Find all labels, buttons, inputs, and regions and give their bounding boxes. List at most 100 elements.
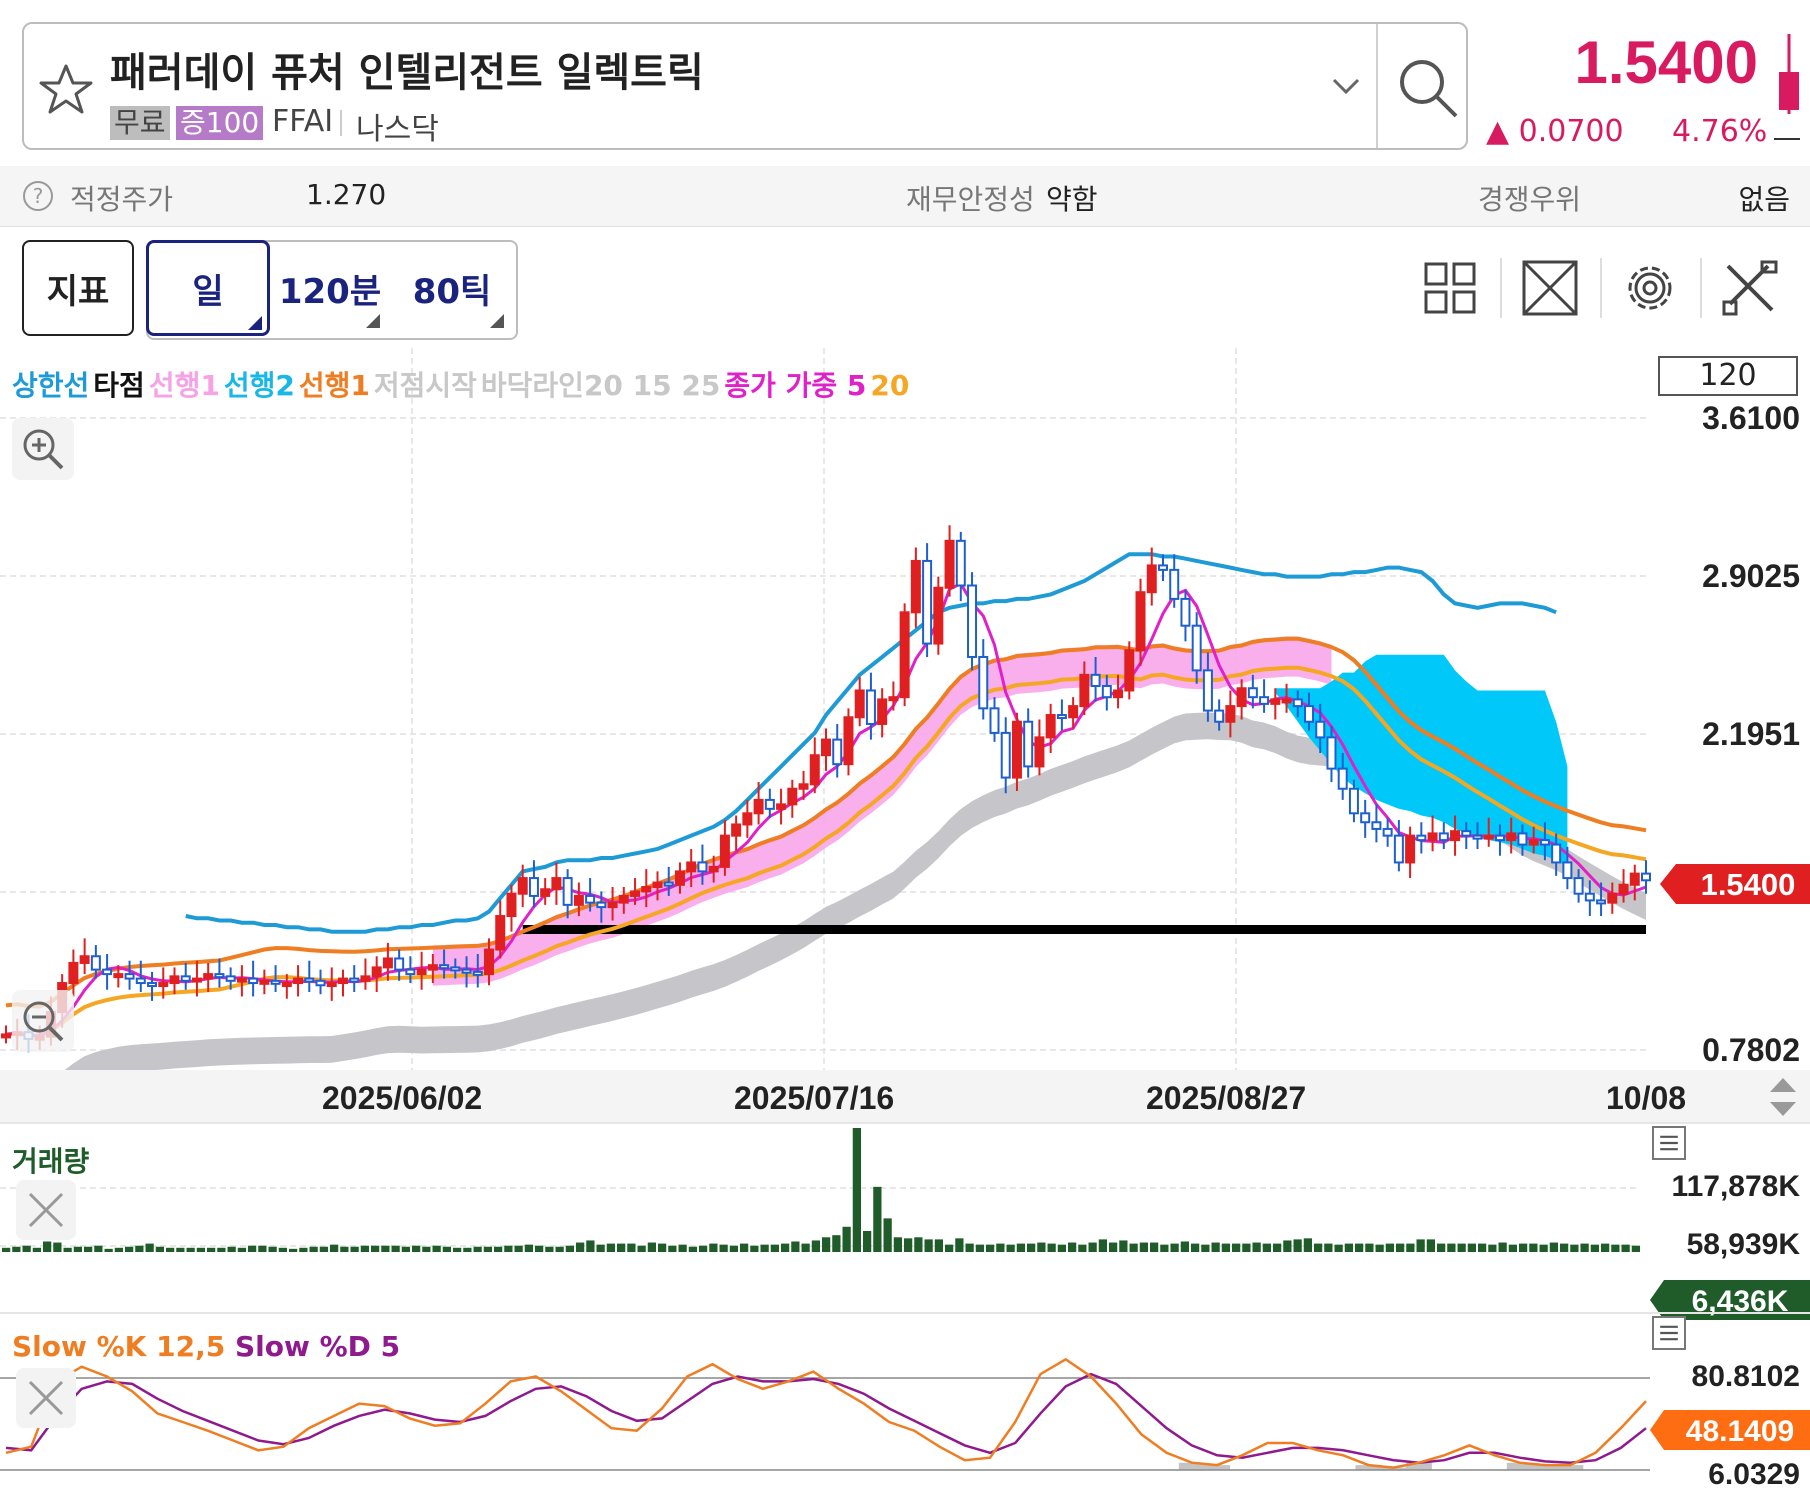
volume-bar [53,1242,62,1252]
volume-bar [975,1244,984,1252]
volume-bar [350,1246,359,1252]
chevron-down-icon[interactable] [1328,70,1364,100]
volume-bar [237,1247,246,1252]
volume-bar [709,1243,718,1252]
candle-body [865,689,876,725]
volume-bar [114,1247,123,1252]
volume-bar [1498,1242,1507,1252]
free-badge: 무료 [110,106,170,140]
volume-title: 거래량 [12,1145,90,1178]
volume-bar [422,1246,431,1252]
ma20-line [5,665,1647,1038]
y-axis-label: 3.6100 [1702,400,1800,436]
price-chart[interactable] [0,348,1810,1070]
corner-mark [248,316,262,330]
candle-body [371,966,382,978]
tools-icon[interactable] [1718,256,1782,320]
candle-body [708,865,719,873]
fair-price-value: 1.270 [306,178,387,211]
volume-bar [135,1245,144,1252]
candle-body [1371,821,1382,830]
period-120min-button[interactable]: 120분 [278,271,382,312]
volume-bar [1303,1238,1312,1252]
volume-bar [524,1244,533,1252]
volume-bar [1293,1239,1302,1252]
candle-body [1461,830,1472,837]
candle-body [1045,714,1056,739]
candle-body [1000,731,1011,779]
grid-icon[interactable] [1418,256,1482,320]
volume-bar [248,1245,257,1252]
zoom-out-icon[interactable] [12,990,74,1052]
volume-bar [852,1128,861,1252]
candle-body [989,707,1000,734]
divider [1774,138,1800,140]
divider [340,110,342,136]
close-icon[interactable] [16,1368,76,1428]
volume-bar [84,1246,93,1252]
candle-body [899,611,910,699]
divider [1376,24,1378,148]
divider [1500,258,1502,318]
volume-bar [289,1248,298,1252]
volume-bar [627,1243,636,1252]
volume-bar [371,1245,380,1252]
scroll-arrows-icon[interactable] [1766,1076,1800,1118]
volume-bar [873,1186,882,1252]
slow-d-line [5,1372,1647,1464]
volume-bar [514,1245,523,1252]
gear-icon[interactable] [1618,256,1682,320]
volume-bar [668,1245,677,1252]
x-axis-label: 10/08 [1606,1080,1687,1116]
volume-bar [1211,1242,1220,1252]
candle-body [832,738,843,766]
volume-bar [1508,1244,1517,1252]
volume-bar [832,1235,841,1252]
volume-bar [1529,1243,1538,1252]
x-axis-label: 2025/06/02 [322,1080,483,1116]
candle-body [1,1033,11,1039]
expand-icon[interactable] [1518,256,1582,320]
volume-bar [565,1245,574,1252]
candle-body [843,716,854,766]
stochastic-current-text: 48.1409 [1686,1415,1794,1448]
star-icon[interactable] [38,62,94,118]
close-icon[interactable] [16,1180,76,1240]
volume-bar [1150,1242,1159,1252]
price-change: ▲ 0.0700 [1486,114,1624,149]
help-icon[interactable]: ? [22,180,54,212]
volume-bar [1437,1243,1446,1252]
candle-body [461,968,472,974]
candle-body [113,973,124,979]
candle-body [1517,832,1528,846]
volume-bar [637,1245,646,1252]
svg-text:?: ? [33,184,44,208]
current-price: 1.5400 [1574,29,1758,96]
indicator-button[interactable]: 지표 [22,240,134,336]
volume-bar [1262,1243,1271,1252]
menu-icon[interactable] [1652,1316,1686,1350]
candle-body [742,812,753,826]
menu-icon[interactable] [1652,1126,1686,1160]
stochastic-current-tag: 48.1409 [1650,1410,1810,1450]
period-80tick-button[interactable]: 80틱 [412,271,492,312]
candle-body [1641,872,1651,882]
search-icon[interactable] [1392,52,1464,124]
candle-body [1101,685,1112,699]
volume-bar [1580,1243,1589,1252]
legend-item: 저점시작 [373,369,477,402]
candle-body [551,877,562,891]
volume-bar [463,1247,472,1252]
candle-body [1483,834,1494,840]
volume-bar [360,1245,369,1252]
volume-bar [1119,1240,1128,1252]
candle-body [663,881,674,887]
zoom-in-icon[interactable] [12,418,74,480]
candle-body [764,798,775,810]
scale-setting[interactable]: 120 [1658,356,1798,396]
candle-body [1056,714,1067,720]
volume-bars [2,1128,1640,1252]
candle-body [326,982,337,988]
candle-body [719,834,730,868]
period-day-button[interactable]: 일 [146,240,270,336]
